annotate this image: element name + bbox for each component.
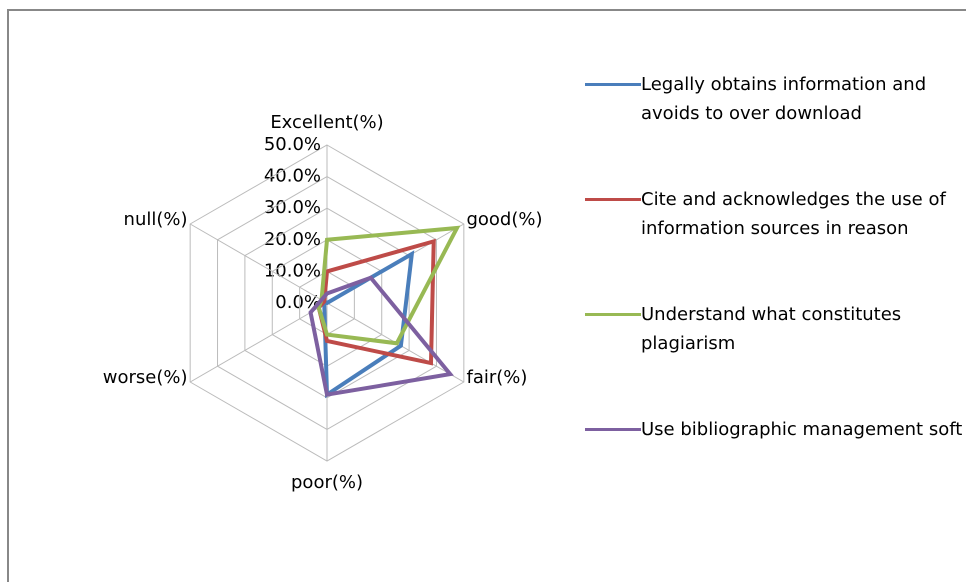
r-tick-label: 30.0% (264, 197, 321, 218)
category-label: null(%) (124, 209, 188, 230)
category-label: poor(%) (291, 472, 363, 493)
legend-swatch (585, 198, 641, 201)
r-tick-label: 20.0% (264, 229, 321, 250)
category-label: good(%) (466, 209, 542, 230)
frame (7, 9, 966, 582)
legend-label: Legally obtains information and avoids t… (641, 74, 927, 124)
r-tick-label: 10.0% (264, 260, 321, 281)
legend-entry: Cite and acknowledges the use of informa… (585, 185, 965, 243)
legend-label: Cite and acknowledges the use of informa… (641, 189, 946, 239)
category-label: fair(%) (466, 367, 527, 388)
legend-swatch (585, 83, 641, 86)
r-tick-label: 50.0% (264, 134, 321, 155)
r-tick-label: 0.0% (275, 292, 321, 313)
spoke (189, 302, 328, 383)
legend-entry: Legally obtains information and avoids t… (585, 70, 965, 128)
legend-label: Understand what constitutes plagiarism (641, 304, 902, 354)
legend-swatch (585, 313, 641, 316)
legend-label: Use bibliographic management soft (641, 419, 963, 440)
category-label: Excellent(%) (270, 112, 383, 133)
legend-entry: Understand what constitutes plagiarism (585, 300, 965, 358)
spoke (189, 223, 328, 304)
series-line (316, 238, 436, 366)
legend-entry: Use bibliographic management soft (585, 415, 965, 444)
series-line (308, 275, 454, 397)
r-tick-label: 40.0% (264, 166, 321, 187)
category-label: worse(%) (103, 367, 188, 388)
legend-swatch (585, 428, 641, 431)
